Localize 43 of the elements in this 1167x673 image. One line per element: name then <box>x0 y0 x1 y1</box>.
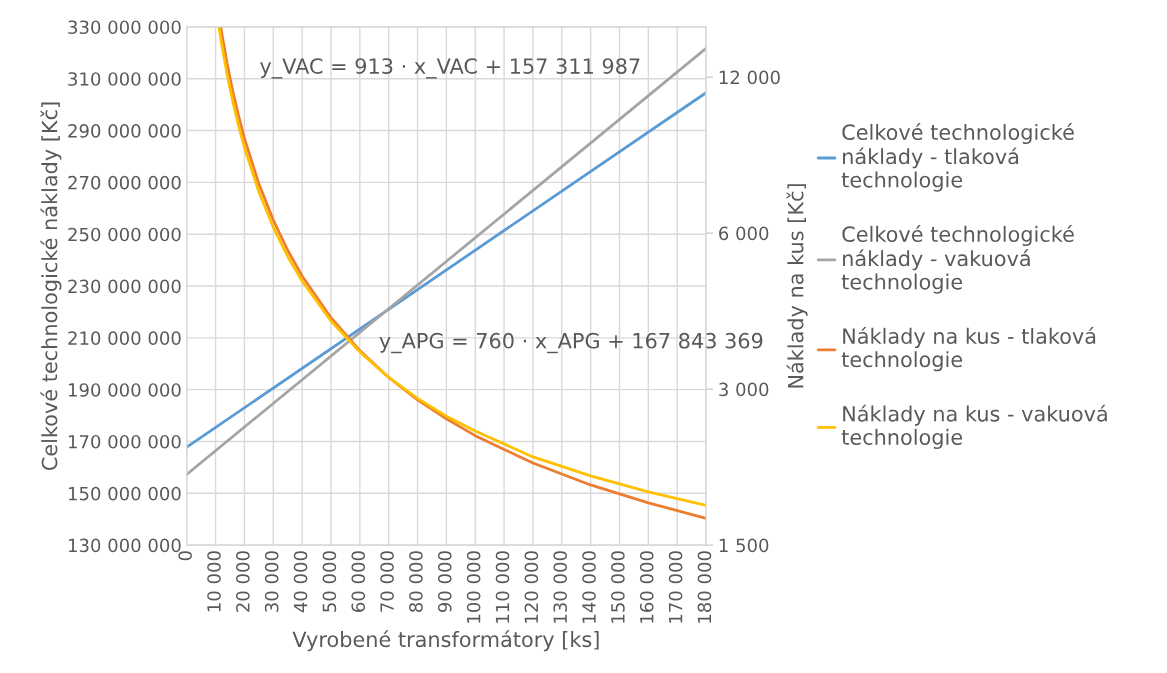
y2-axis-title: Náklady na kus [Kč] <box>786 184 808 388</box>
x-tick-label: 50 000 <box>322 551 337 612</box>
x-tick-label: 80 000 <box>409 551 423 612</box>
y2-tick-label: 1 500 <box>719 538 769 553</box>
annotation: y_VAC = 913 · x_VAC + 157 311 987 <box>260 58 640 79</box>
y-tick-label: 250 000 000 <box>68 227 181 242</box>
annotation: y_APG = 760 · x_APG + 167 843 369 <box>379 332 763 354</box>
x-tick-label: 140 000 <box>582 551 596 623</box>
x-tick-label: 30 000 <box>264 551 279 612</box>
y-tick-label: 210 000 000 <box>68 331 181 345</box>
legend-label: Náklady na kus - vakuová technologie <box>841 404 1107 449</box>
x-tick-label: 110 000 <box>495 551 510 623</box>
y2-tick-label: 3 000 <box>719 382 769 397</box>
x-tick-label: 120 000 <box>524 551 539 623</box>
y2-tick-label: 6 000 <box>719 226 769 241</box>
y-tick-label: 290 000 000 <box>68 124 181 138</box>
y2-tick-label: 12 000 <box>719 70 780 85</box>
y-tick-label: 330 000 000 <box>68 20 181 35</box>
y-tick-label: 230 000 000 <box>68 279 181 294</box>
y-tick-label: 150 000 000 <box>68 486 181 501</box>
x-tick-label: 10 000 <box>207 551 221 612</box>
y-tick-label: 130 000 000 <box>68 538 181 553</box>
x-tick-label: 40 000 <box>293 551 308 613</box>
y-tick-label: 170 000 000 <box>68 434 181 449</box>
x-tick-label: 160 000 <box>639 551 654 623</box>
legend-label: Celkové technologické náklady - tlaková technologie <box>841 123 1074 192</box>
x-tick-label: 60 000 <box>351 551 366 612</box>
x-tick-label: 0 <box>178 551 192 561</box>
y-axis-title: Celkové technologické náklady [Kč] <box>40 102 62 471</box>
y-tick-label: 310 000 000 <box>68 72 181 86</box>
x-tick-label: 180 000 <box>697 551 712 623</box>
x-tick-label: 90 000 <box>437 551 452 613</box>
x-tick-label: 20 000 <box>236 551 250 612</box>
x-tick-label: 70 000 <box>380 551 394 612</box>
y-tick-label: 190 000 000 <box>68 383 181 397</box>
y-tick-label: 270 000 000 <box>68 175 181 190</box>
legend-label: Celkové technologické náklady - vakuová technologie <box>841 225 1074 294</box>
x-tick-label: 130 000 <box>553 551 568 623</box>
x-tick-label: 170 000 <box>668 551 683 623</box>
x-tick-label: 150 000 <box>611 551 625 623</box>
x-tick-label: 100 000 <box>466 551 481 623</box>
x-axis-title: Vyrobené transformátory [ks] <box>292 630 599 652</box>
legend-label: Náklady na kus - tlaková technologie <box>841 327 1096 372</box>
